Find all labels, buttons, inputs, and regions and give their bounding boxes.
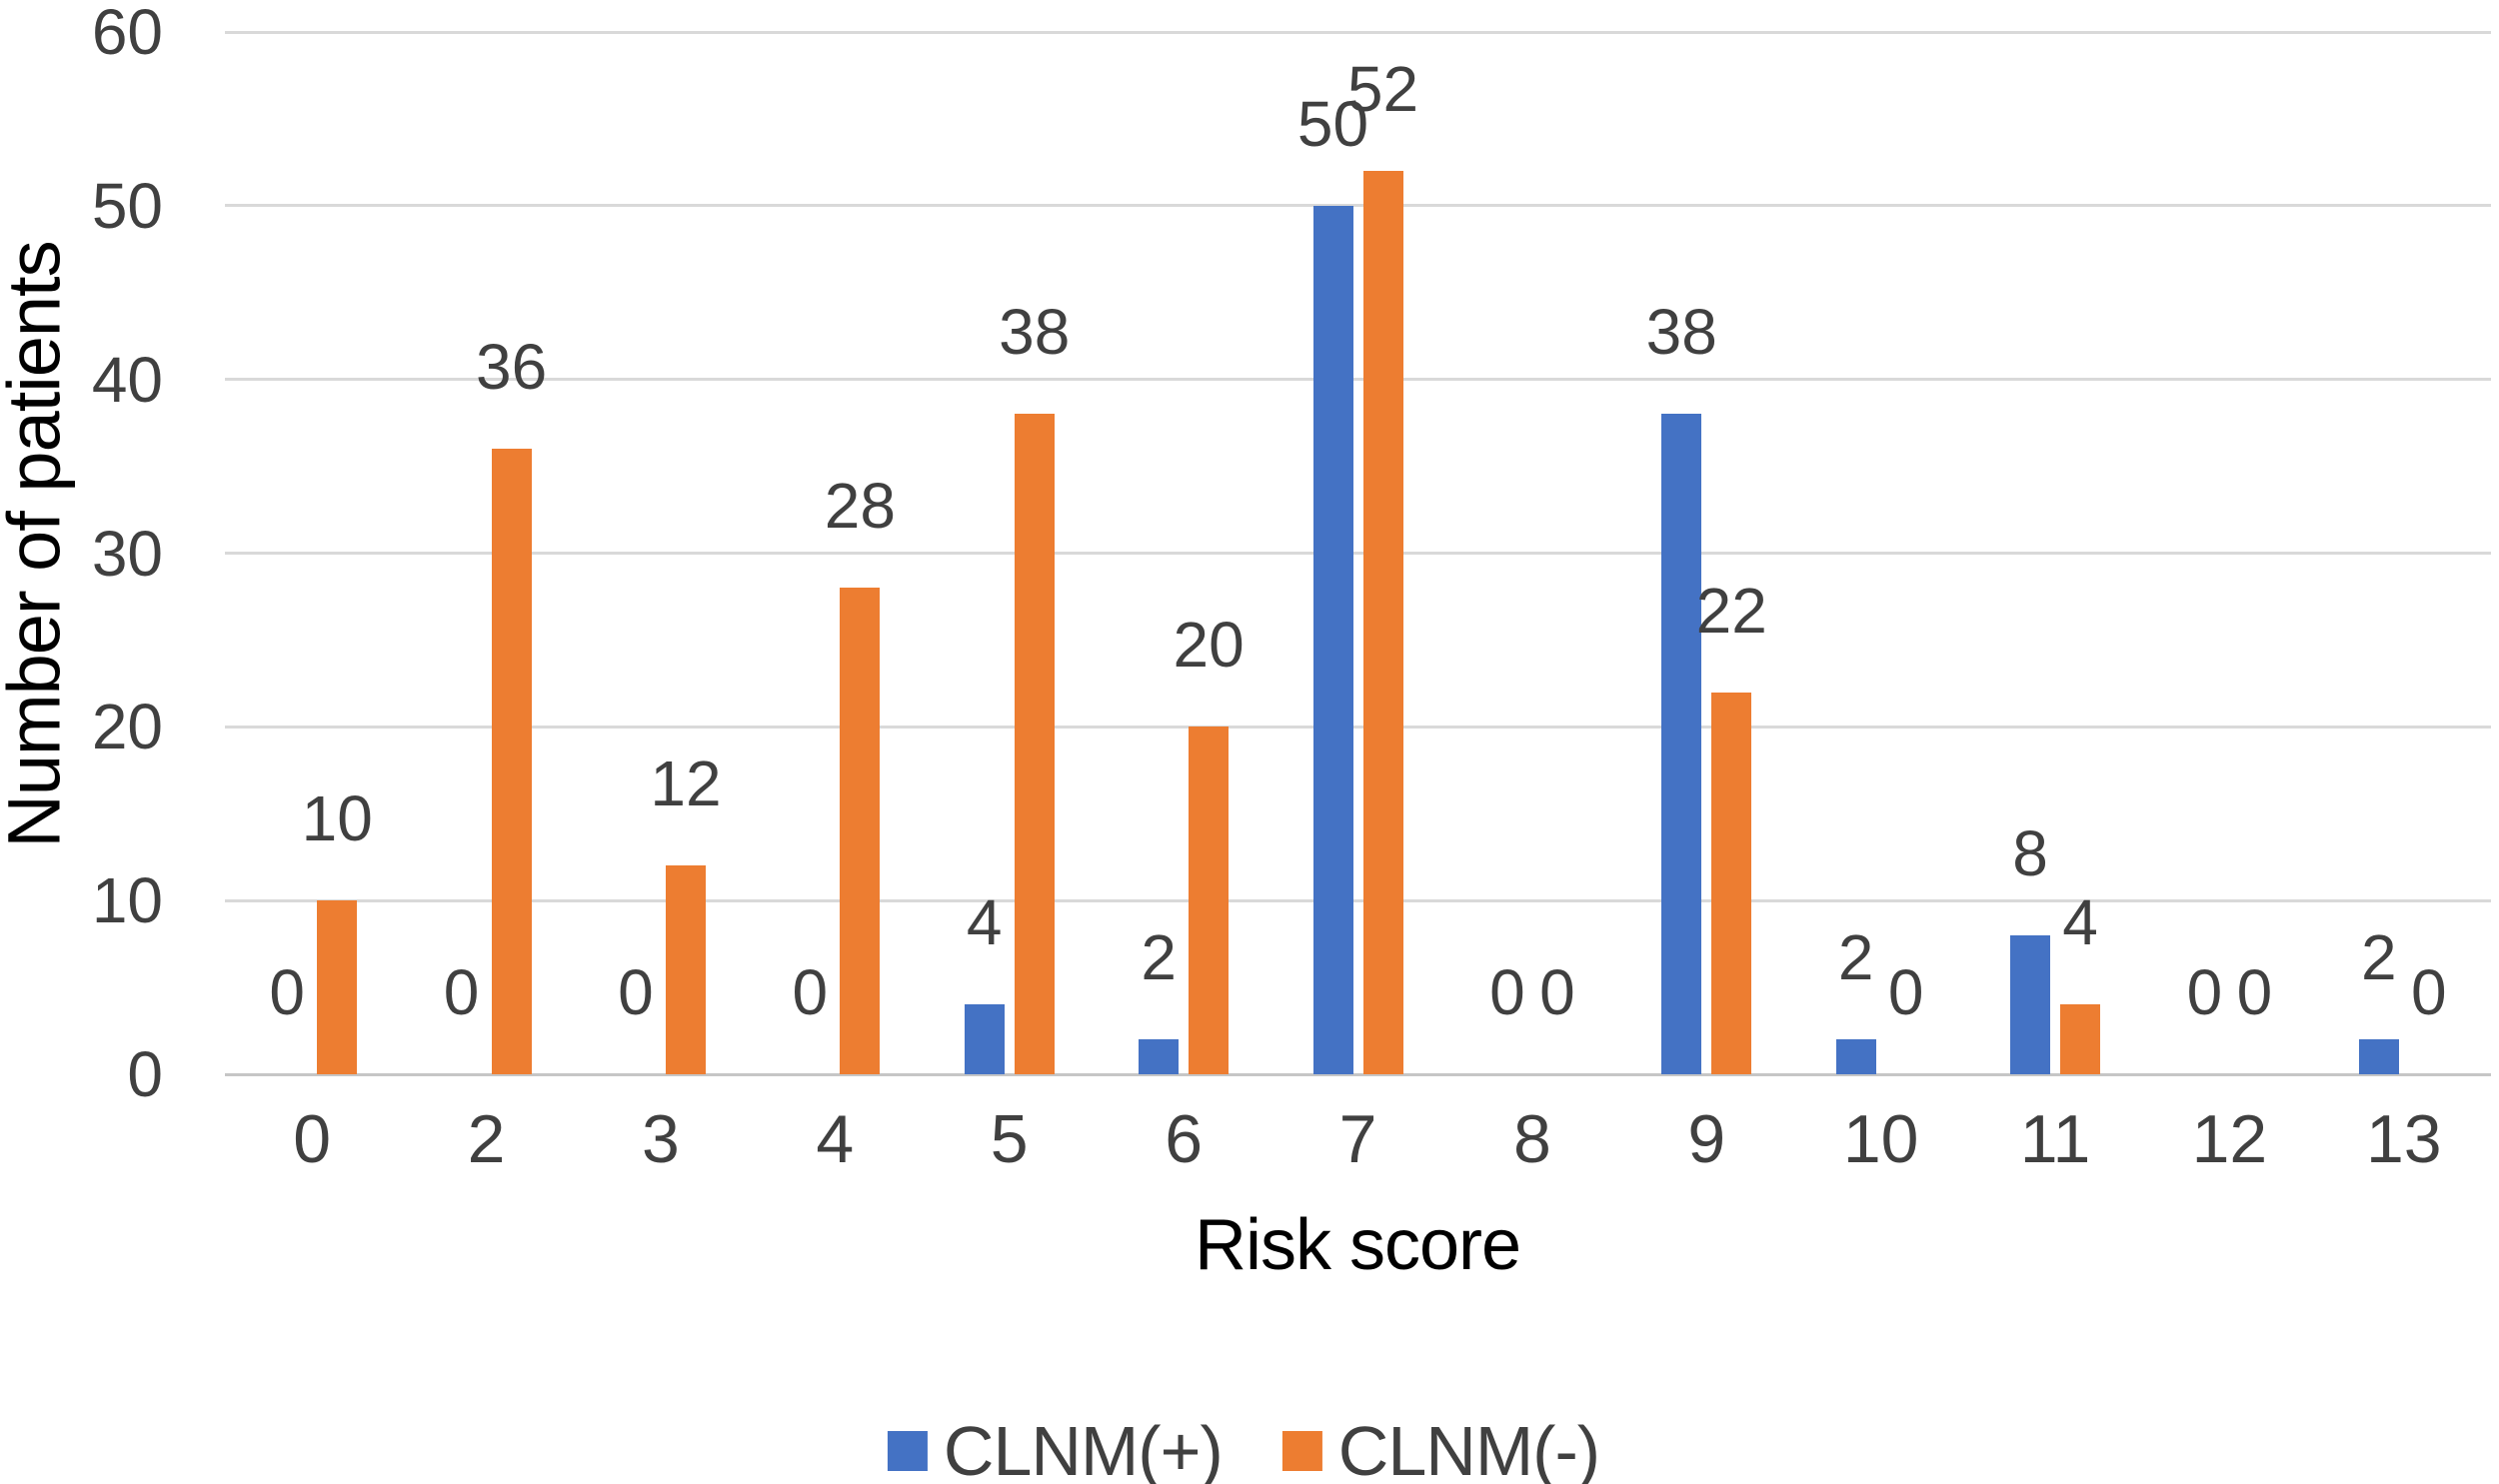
x-tick-label-10: 10: [1842, 1101, 1919, 1177]
bar-clnm-x6: [1139, 1039, 1180, 1074]
data-label-clnm--x8: 0: [1539, 956, 1575, 1028]
bar-clnm-x5: [964, 1004, 1005, 1074]
bar-clnm--x0: [317, 900, 358, 1074]
bar-clnm--x2: [491, 449, 532, 1074]
data-label-clnm-x8: 0: [1489, 956, 1525, 1028]
data-label-clnm--x9: 22: [1695, 574, 1767, 647]
gridline-y40: [225, 378, 2491, 382]
bar-clnm-x13: [2358, 1039, 2399, 1074]
legend-item-clnm-: CLNM(-): [1281, 1411, 1600, 1484]
data-label-clnm-x4: 0: [792, 956, 829, 1028]
x-tick-label-4: 4: [816, 1101, 855, 1177]
x-tick-label-8: 8: [1512, 1101, 1551, 1177]
bar-clnm-x11: [2010, 934, 2051, 1074]
bar-clnm--x5: [1014, 414, 1055, 1074]
bar-clnm--x7: [1362, 171, 1403, 1074]
data-label-clnm-x12: 0: [2186, 956, 2223, 1028]
bar-clnm-x10: [1835, 1039, 1876, 1074]
legend-item-clnm: CLNM(+): [887, 1411, 1224, 1484]
data-label-clnm-x0: 0: [269, 956, 305, 1028]
data-label-clnm--x6: 20: [1173, 609, 1245, 682]
x-tick-label-6: 6: [1165, 1101, 1204, 1177]
data-label-clnm-x10: 2: [1837, 921, 1874, 994]
data-label-clnm--x5: 38: [999, 296, 1071, 369]
bar-clnm--x9: [1711, 692, 1752, 1074]
data-label-clnm--x10: 0: [1887, 956, 1924, 1028]
y-tick-label-40: 40: [91, 343, 163, 416]
data-label-clnm--x7: 52: [1346, 53, 1419, 126]
x-tick-label-3: 3: [642, 1101, 680, 1177]
x-tick-label-2: 2: [467, 1101, 506, 1177]
x-tick-label-7: 7: [1338, 1101, 1377, 1177]
data-label-clnm-x3: 0: [618, 956, 654, 1028]
data-label-clnm--x0: 10: [301, 782, 373, 855]
gridline-y60: [225, 30, 2491, 34]
bar-clnm--x6: [1189, 727, 1230, 1074]
bar-clnm-x9: [1661, 414, 1702, 1074]
bar-clnm--x11: [2060, 1004, 2101, 1074]
x-axis-title: Risk score: [1194, 1205, 1521, 1285]
y-tick-label-10: 10: [91, 864, 163, 937]
data-label-clnm--x2: 36: [475, 331, 548, 404]
bar-clnm-x7: [1312, 205, 1353, 1074]
data-label-clnm--x3: 12: [650, 747, 722, 820]
data-label-clnm-x2: 0: [443, 956, 480, 1028]
bar-clnm--x3: [665, 865, 706, 1074]
gridline-y10: [225, 898, 2491, 902]
legend: CLNM(+) CLNM(-): [887, 1411, 1600, 1484]
legend-label: CLNM(-): [1337, 1412, 1600, 1484]
y-tick-label-30: 30: [91, 517, 163, 590]
data-label-clnm--x12: 0: [2236, 956, 2273, 1028]
data-label-clnm--x11: 4: [2062, 886, 2098, 959]
gridline-y20: [225, 725, 2491, 729]
gridline-y50: [225, 204, 2491, 208]
data-label-clnm-x6: 2: [1141, 921, 1177, 994]
x-axis-line: [225, 1072, 2491, 1076]
data-label-clnm-x7: 50: [1296, 87, 1369, 160]
y-tick-label-60: 60: [91, 0, 163, 68]
x-tick-label-12: 12: [2191, 1101, 2268, 1177]
legend-label: CLNM(+): [943, 1412, 1224, 1484]
legend-swatch-icon: [887, 1431, 928, 1471]
data-label-clnm-x5: 4: [966, 886, 1003, 959]
legend-swatch-icon: [1281, 1431, 1322, 1471]
x-tick-label-11: 11: [2019, 1101, 2091, 1177]
data-label-clnm--x13: 0: [2411, 956, 2447, 1028]
data-label-clnm-x9: 38: [1645, 296, 1717, 369]
x-tick-label-0: 0: [293, 1101, 332, 1177]
y-tick-label-20: 20: [91, 691, 163, 763]
plot-area: 0 10 0 36 0 12 0 28 4 38 2 20 50 52 0 0 38 22 2 0 8 4 0 0 2 0: [225, 30, 2491, 1076]
data-label-clnm--x4: 28: [824, 470, 896, 543]
data-label-clnm-x13: 2: [2361, 921, 2397, 994]
x-tick-label-13: 13: [2365, 1101, 2442, 1177]
bar-clnm--x4: [840, 588, 881, 1074]
y-tick-label-50: 50: [91, 169, 163, 242]
gridline-y30: [225, 552, 2491, 555]
x-tick-label-5: 5: [990, 1101, 1029, 1177]
data-label-clnm-x11: 8: [2012, 816, 2048, 889]
x-tick-label-9: 9: [1687, 1101, 1726, 1177]
y-tick-label-0: 0: [127, 1038, 163, 1110]
